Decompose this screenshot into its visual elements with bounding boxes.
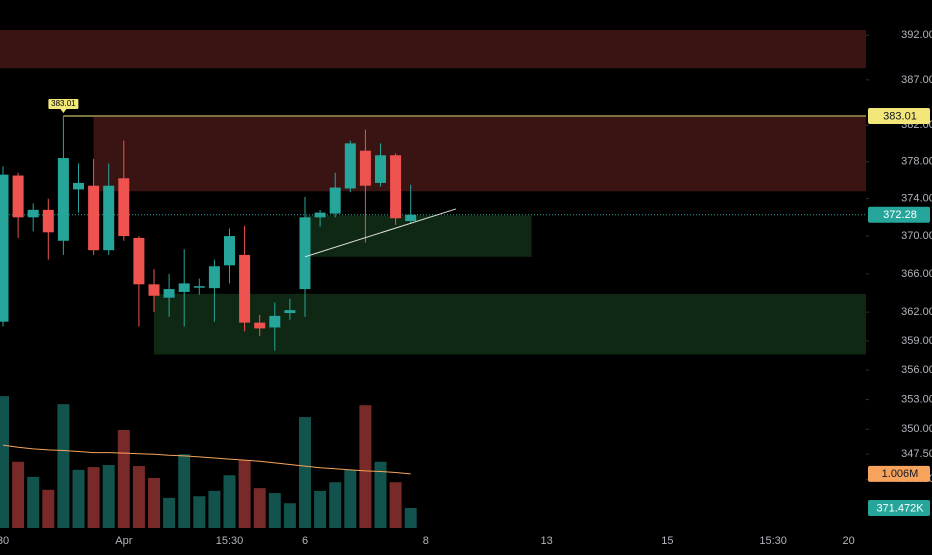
x-tick-label: 8 [423, 535, 429, 547]
axis-label-box [868, 499, 930, 516]
candle-body [284, 310, 296, 314]
candle-body [299, 217, 311, 290]
x-tick-label: 15:30 [216, 535, 244, 547]
y-tick-label: 356.00 [901, 364, 932, 376]
candle-body [88, 185, 100, 251]
candle-body [133, 237, 145, 285]
y-tick-label: 347.50 [901, 448, 932, 460]
x-tick-label: Apr [115, 535, 132, 547]
volume-bar [27, 476, 40, 528]
volume-bar [12, 461, 25, 528]
candle-body [103, 185, 115, 251]
volume-bar [223, 475, 236, 528]
candle-body [208, 266, 220, 289]
axis-label-box [868, 206, 930, 223]
candle-body [12, 175, 24, 218]
candle-body [224, 236, 235, 266]
volume-bar [268, 493, 281, 528]
candle-body [0, 174, 9, 322]
y-tick-label: 387.00 [901, 74, 932, 86]
volume-bar [344, 469, 357, 528]
y-tick-label: 392.00 [901, 29, 932, 41]
candle-body [193, 286, 205, 288]
volume-bar [299, 417, 311, 528]
candle-body [314, 212, 326, 218]
candle-body [57, 158, 69, 241]
candle-body [405, 214, 417, 222]
zone [305, 215, 532, 257]
price-axis [866, 0, 932, 550]
high-marker-label: 383.01 [51, 99, 76, 108]
volume-bar [87, 467, 100, 528]
volume-ma-line [2, 444, 411, 475]
volume-bar [102, 465, 115, 528]
y-tick-label: 374.00 [901, 193, 932, 205]
volume-bar [132, 466, 145, 528]
volume-bar [72, 469, 85, 528]
volume-bar [283, 503, 296, 528]
volume-bar [253, 488, 266, 528]
high-marker-pointer [60, 108, 67, 113]
time-axis [0, 532, 866, 550]
candle-body [42, 209, 54, 233]
candle-body [254, 322, 266, 329]
candle-body [148, 284, 160, 296]
volume-bar [178, 454, 191, 528]
volume-bar [148, 477, 160, 528]
volume-bar [329, 482, 342, 528]
candle-body [73, 182, 84, 190]
trend-line [304, 208, 457, 258]
y-tick-label: 366.00 [901, 268, 932, 280]
volume-bar [0, 396, 9, 528]
candle-body [329, 187, 341, 214]
axis-label-box [868, 465, 930, 482]
zone [0, 29, 866, 69]
candle-body [390, 155, 402, 219]
candle-body [163, 289, 175, 298]
volume-bar [238, 460, 251, 528]
y-tick-label: 353.00 [901, 393, 932, 405]
y-tick-label: 362.00 [901, 306, 932, 318]
candle-body [27, 209, 39, 218]
high-marker-box [48, 98, 79, 109]
volume-bar [117, 430, 130, 528]
candle-body [269, 315, 281, 328]
x-tick-label: 15 [661, 535, 673, 547]
axis-label: 1.006M [882, 468, 919, 480]
volume-bar [193, 496, 206, 528]
x-tick-label: 13 [540, 535, 552, 547]
x-tick-label: 6 [302, 535, 308, 547]
y-tick-label: 370.00 [901, 230, 932, 242]
y-tick-label: 359.00 [901, 335, 932, 347]
volume-bar [57, 404, 70, 528]
volume-bar [389, 482, 402, 528]
volume-bar [404, 507, 417, 528]
y-tick-label: 378.00 [901, 156, 932, 168]
x-tick-label: 30 [0, 535, 9, 547]
axis-label-box [868, 107, 930, 124]
candle-body [359, 150, 371, 186]
axis-label: 371.472K [876, 502, 924, 514]
x-tick-label: 15:30 [759, 535, 787, 547]
candle-body [239, 254, 251, 323]
volume-bar [42, 489, 55, 528]
volume-bar [208, 490, 221, 528]
axis-label: 372.28 [883, 209, 917, 221]
axis-label: 383.01 [883, 110, 917, 122]
x-tick-label: 20 [842, 535, 854, 547]
zone [93, 116, 867, 192]
candle-body [375, 155, 386, 183]
volume-bar [163, 497, 176, 528]
candle-body [344, 143, 356, 189]
y-tick-label: 350.00 [901, 423, 932, 435]
candle-body [118, 178, 130, 237]
volume-bar [359, 405, 372, 528]
volume-bar [374, 461, 387, 528]
candle-body [178, 283, 190, 292]
volume-bar [314, 490, 327, 528]
